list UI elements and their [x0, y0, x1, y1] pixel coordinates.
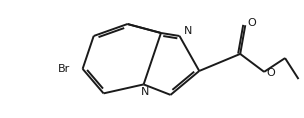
Text: Br: Br	[58, 64, 70, 74]
Text: N: N	[141, 87, 149, 97]
Text: O: O	[247, 18, 256, 28]
Text: O: O	[266, 68, 275, 78]
Text: N: N	[184, 27, 192, 36]
